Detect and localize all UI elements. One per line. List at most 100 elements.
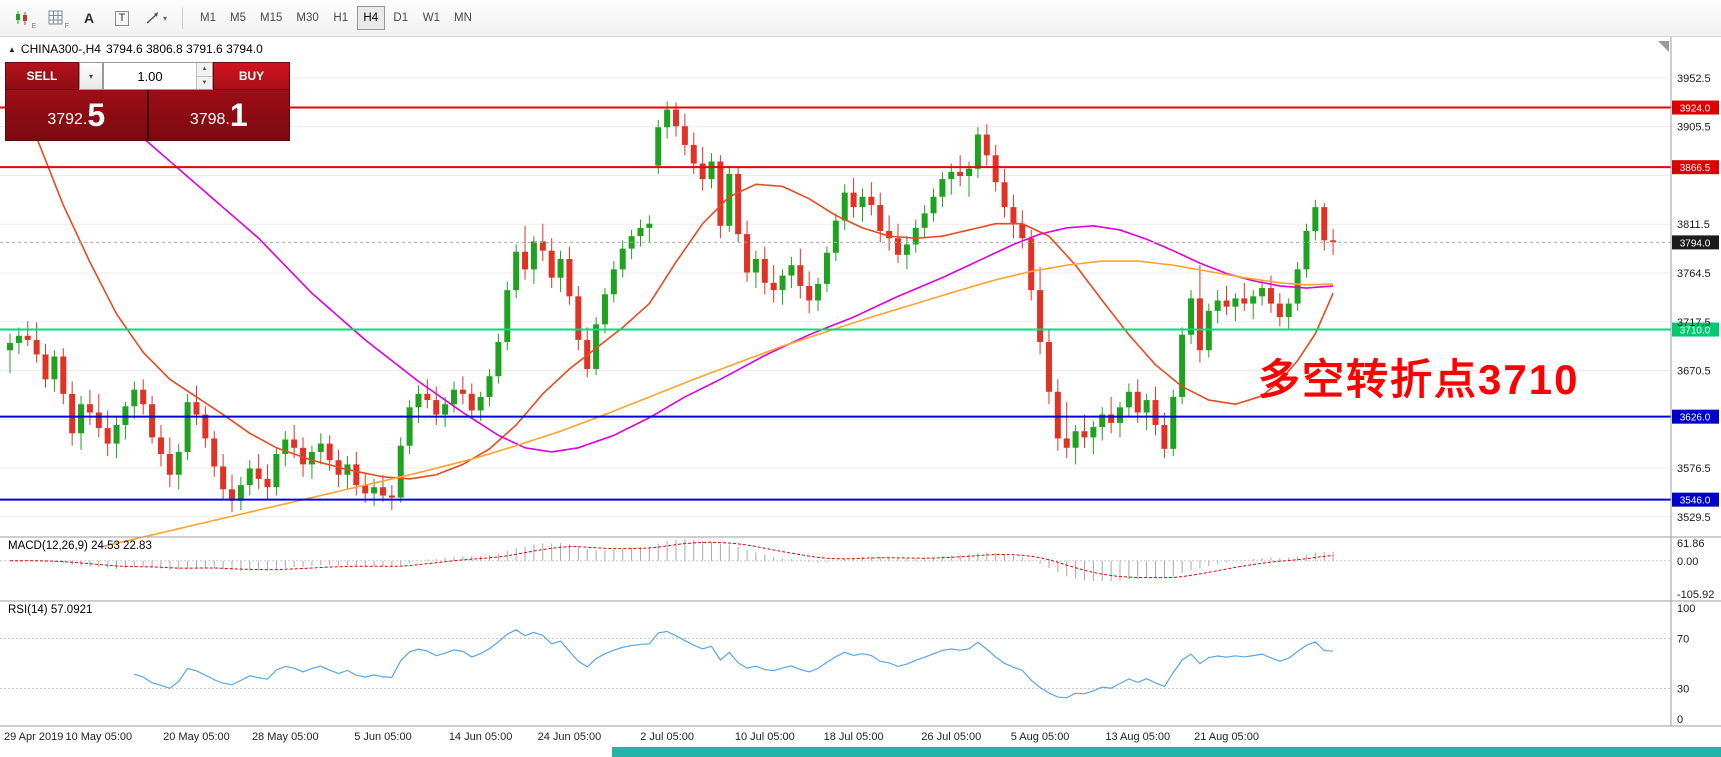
grid-tool-button[interactable]: F bbox=[41, 5, 71, 31]
price-badge bbox=[1672, 492, 1719, 507]
one-click-trading-panel: SELL ▾ ▲ ▼ BUY 3792.5 3798.1 bbox=[5, 62, 290, 141]
candle-body bbox=[406, 407, 413, 446]
volume-dropdown[interactable]: ▾ bbox=[79, 62, 103, 90]
buy-button[interactable]: BUY bbox=[213, 62, 290, 90]
candle-body bbox=[51, 356, 58, 380]
timeframe-m1[interactable]: M1 bbox=[194, 6, 222, 30]
chart-annotation: 多空转折点3710 bbox=[1258, 356, 1580, 403]
candle-body bbox=[113, 424, 120, 444]
candle-body bbox=[1214, 300, 1221, 311]
candle-body bbox=[1312, 207, 1319, 231]
candle-body bbox=[966, 168, 973, 177]
candle-body bbox=[726, 173, 733, 226]
x-axis-label: 18 Jul 05:00 bbox=[824, 731, 884, 743]
candle-body bbox=[1250, 296, 1257, 304]
timeframe-group: M1 M5 M15 M30 H1 H4 D1 W1 MN bbox=[193, 6, 479, 30]
candle-body bbox=[486, 376, 493, 397]
candle-body bbox=[459, 389, 466, 394]
candle-body bbox=[903, 244, 910, 255]
candle-body bbox=[166, 454, 173, 475]
timeframe-w1[interactable]: W1 bbox=[417, 6, 446, 30]
indicators-tool-button[interactable]: E bbox=[8, 5, 38, 31]
candle-body bbox=[797, 265, 804, 286]
x-axis-label: 29 Apr 2019 bbox=[4, 731, 63, 743]
volume-input[interactable] bbox=[104, 63, 196, 89]
candle-body bbox=[557, 258, 564, 278]
candle-body bbox=[1205, 310, 1212, 351]
rsi-axis-label: 100 bbox=[1677, 603, 1695, 615]
macd-axis-label: 0.00 bbox=[1677, 556, 1698, 568]
candle-body bbox=[690, 144, 697, 164]
candle-body bbox=[1028, 238, 1035, 291]
timeframe-m30[interactable]: M30 bbox=[290, 6, 324, 30]
timeframe-mn[interactable]: MN bbox=[448, 6, 478, 30]
rsi-axis-label: 0 bbox=[1677, 714, 1683, 726]
rsi-axis-label: 30 bbox=[1677, 684, 1689, 696]
y-axis-label: 3811.5 bbox=[1677, 219, 1710, 231]
candle-body bbox=[273, 454, 280, 488]
candle-body bbox=[397, 445, 404, 498]
candle-body bbox=[1019, 223, 1026, 239]
candle-body bbox=[1063, 438, 1070, 448]
candle-body bbox=[220, 466, 227, 490]
candle-body bbox=[1223, 300, 1230, 307]
y-axis-label: 3764.5 bbox=[1677, 268, 1711, 280]
timeframe-m15[interactable]: M15 bbox=[254, 6, 288, 30]
textbox-tool-button[interactable]: T bbox=[107, 5, 137, 31]
rsi-axis-label: 70 bbox=[1677, 634, 1689, 646]
draw-tool-button[interactable]: ▾ bbox=[140, 5, 172, 31]
candle-body bbox=[548, 250, 555, 278]
candle-body bbox=[752, 258, 759, 273]
candle-body bbox=[308, 451, 315, 465]
candle-body bbox=[1054, 391, 1061, 439]
candle-body bbox=[717, 161, 724, 226]
candle-body bbox=[7, 343, 13, 351]
timeframe-d1[interactable]: D1 bbox=[387, 6, 415, 30]
candle-body bbox=[1276, 303, 1283, 318]
candle-body bbox=[264, 478, 271, 488]
candle-body bbox=[504, 290, 511, 342]
candle-body bbox=[655, 127, 662, 166]
volume-decrease-button[interactable]: ▼ bbox=[197, 76, 212, 89]
candle-body bbox=[850, 192, 857, 208]
ma-line-slow-magenta bbox=[80, 64, 1334, 453]
timeframe-h1[interactable]: H1 bbox=[327, 6, 355, 30]
macd-label: MACD(12,26,9) 24.53 22.83 bbox=[8, 540, 152, 552]
sell-price[interactable]: 3792. 5 bbox=[6, 90, 147, 140]
x-axis-label: 24 Jun 05:00 bbox=[538, 731, 602, 743]
candle-body bbox=[859, 196, 866, 208]
indicator-sub-label: E bbox=[31, 23, 36, 30]
sell-button[interactable]: SELL bbox=[5, 62, 79, 90]
candle-body bbox=[886, 230, 893, 239]
candle-body bbox=[157, 437, 164, 455]
price-badge-label: 3794.0 bbox=[1680, 238, 1711, 249]
candle-body bbox=[1232, 298, 1239, 307]
candle-body bbox=[1125, 391, 1132, 408]
chart-scroll-button[interactable] bbox=[1658, 41, 1669, 52]
candle-body bbox=[95, 412, 102, 429]
volume-increase-button[interactable]: ▲ bbox=[197, 63, 212, 77]
candles-layer bbox=[7, 101, 1337, 513]
candle-body bbox=[15, 335, 22, 344]
candle-body bbox=[211, 438, 218, 467]
ma-line-fast-red bbox=[9, 80, 1334, 480]
volume-field: ▲ ▼ bbox=[103, 62, 213, 90]
candle-body bbox=[1294, 269, 1301, 304]
candle-body bbox=[1072, 431, 1079, 448]
buy-price[interactable]: 3798. 1 bbox=[149, 90, 290, 140]
y-axis-label: 3529.5 bbox=[1677, 512, 1711, 524]
candle-body bbox=[646, 223, 653, 228]
symbol-collapse-icon[interactable]: ▲ bbox=[8, 44, 16, 54]
timeframe-m5[interactable]: M5 bbox=[224, 6, 252, 30]
candle-body bbox=[530, 241, 537, 270]
candle-body bbox=[371, 487, 378, 494]
candle-body bbox=[832, 220, 839, 253]
text-tool-button[interactable]: A bbox=[74, 5, 104, 31]
macd-axis-label: 61.86 bbox=[1677, 538, 1705, 550]
candle-body bbox=[699, 163, 706, 180]
candle-body bbox=[1267, 288, 1274, 304]
candle-body bbox=[379, 487, 386, 496]
candle-body bbox=[761, 258, 768, 283]
timeframe-h4[interactable]: H4 bbox=[356, 6, 385, 30]
candle-body bbox=[122, 406, 129, 425]
